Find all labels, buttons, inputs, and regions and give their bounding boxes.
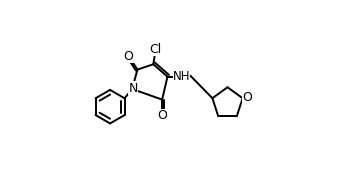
- Text: O: O: [123, 50, 133, 63]
- Text: O: O: [242, 91, 252, 104]
- Text: Cl: Cl: [149, 43, 162, 56]
- Text: N: N: [128, 82, 138, 95]
- Text: NH: NH: [173, 70, 190, 83]
- Text: O: O: [157, 109, 167, 122]
